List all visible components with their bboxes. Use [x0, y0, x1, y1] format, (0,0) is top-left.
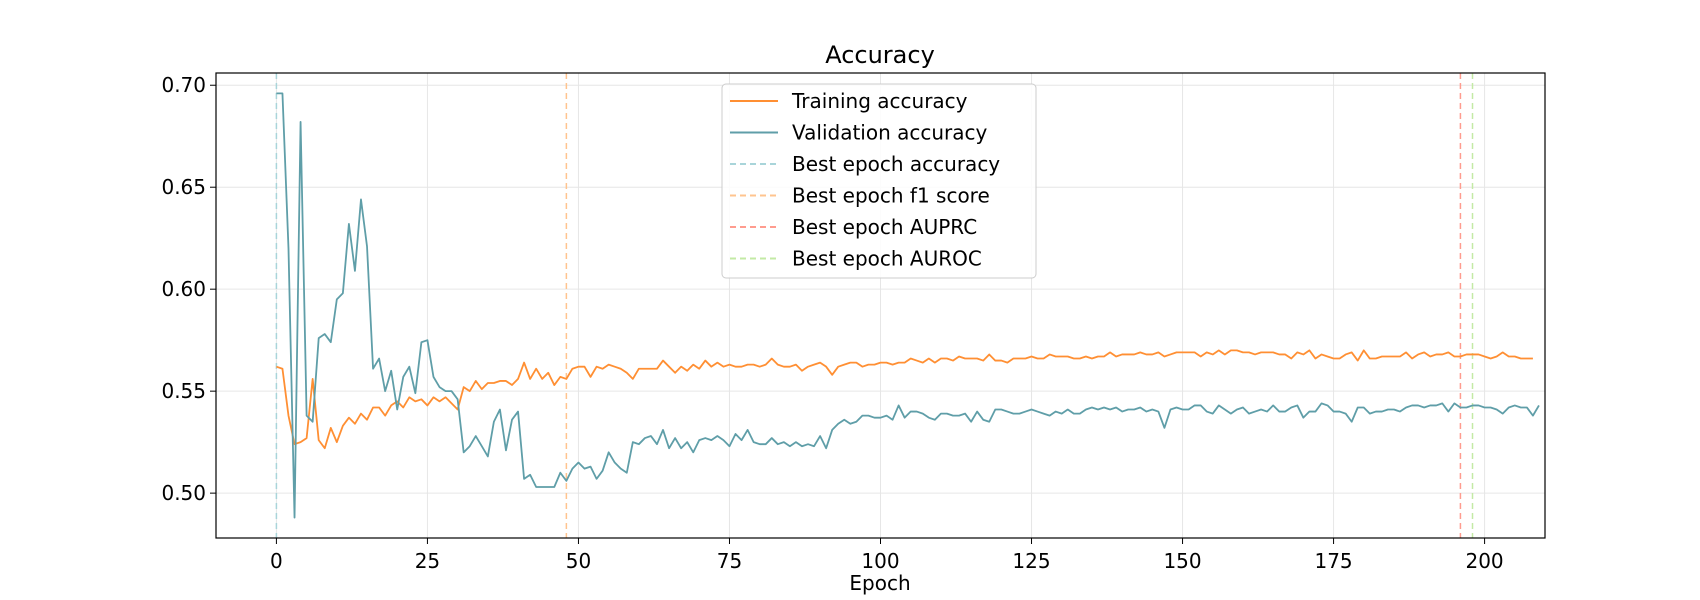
y-ticks: 0.50 0.55 0.60 0.65 0.70	[161, 73, 216, 505]
legend-label: Best epoch AUPRC	[792, 215, 977, 239]
x-tick-label: 125	[1012, 549, 1050, 573]
x-tick-label: 150	[1163, 549, 1201, 573]
x-tick-label: 0	[270, 549, 283, 573]
x-tick-label: 175	[1314, 549, 1352, 573]
legend-label: Validation accuracy	[792, 121, 988, 145]
y-tick-label: 0.50	[161, 481, 206, 505]
legend-label: Best epoch AUROC	[792, 247, 982, 271]
y-tick-label: 0.70	[161, 73, 206, 97]
legend-label: Best epoch f1 score	[792, 184, 990, 208]
x-tick-label: 200	[1465, 549, 1503, 573]
x-tick-label: 50	[566, 549, 591, 573]
legend-label: Best epoch accuracy	[792, 152, 1000, 176]
best-epoch-lines	[275, 73, 1474, 538]
y-tick-label: 0.60	[161, 277, 206, 301]
series-lines	[276, 92, 1540, 519]
series-line	[276, 349, 1533, 450]
legend-box	[721, 83, 1037, 279]
legend-label: Training accuracy	[791, 89, 968, 113]
series-line	[276, 92, 1540, 519]
x-tick-label: 100	[861, 549, 899, 573]
y-tick-label: 0.55	[161, 379, 206, 403]
x-ticks: 0 25 50 75 100 125 150 175 200	[270, 538, 1504, 573]
x-axis-label: Epoch	[849, 571, 910, 595]
legend: Training accuracy Validation accuracy Best…	[721, 83, 1037, 279]
chart-title: Accuracy	[825, 41, 935, 69]
x-tick-label: 75	[717, 549, 742, 573]
y-tick-label: 0.65	[161, 175, 206, 199]
x-tick-label: 25	[415, 549, 440, 573]
